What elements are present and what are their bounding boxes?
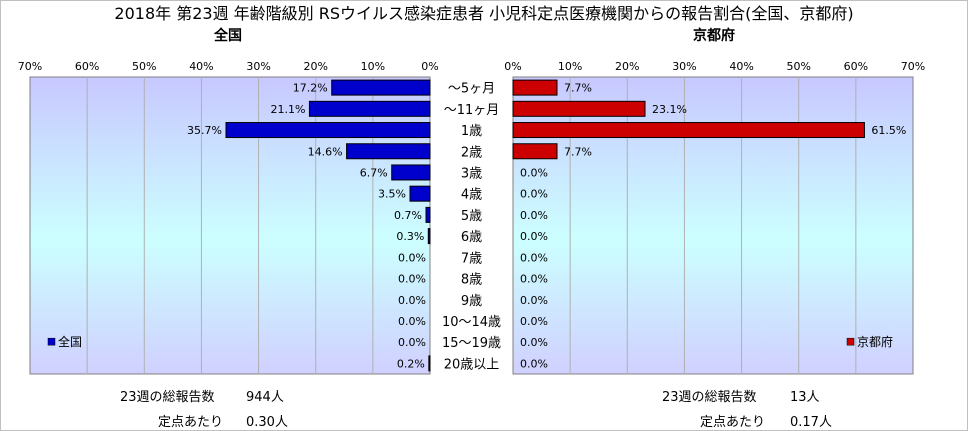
left-panel-title: 全国 [213, 27, 242, 44]
category-label: ～11ヶ月 [444, 103, 500, 118]
right-tick-label: 60% [844, 60, 868, 73]
left-tick-label: 50% [132, 60, 156, 73]
national-total-label: 23週の総報告数 [120, 390, 215, 405]
kyoto-per-label: 定点あたり [700, 415, 766, 430]
kyoto-total-value: 13人 [790, 390, 820, 405]
kyoto-value-label: 23.1% [652, 103, 687, 116]
national-bar [391, 164, 431, 181]
right-tick-label: 50% [786, 60, 810, 73]
category-label: 3歳 [461, 166, 482, 181]
national-value-label: 3.5% [378, 188, 406, 201]
category-label: 20歳以上 [444, 357, 500, 372]
left-tick-label: 30% [246, 60, 270, 73]
national-value-label: 0.3% [396, 230, 424, 243]
national-value-label: 0.0% [398, 273, 426, 286]
kyoto-bar [512, 79, 558, 96]
kyoto-bar [512, 122, 865, 139]
category-label: 9歳 [461, 294, 482, 309]
right-tick-label: 10% [558, 60, 582, 73]
national-value-label: 14.6% [308, 145, 343, 158]
left-plot-area: 17.2% 21.1% 35.7% 14.6% 6.7% 3.5% 0.7% 0.3% 0.0%… [29, 76, 431, 375]
left-tick-label: 60% [75, 60, 99, 73]
national-value-label: 0.0% [398, 315, 426, 328]
right-tick-label: 20% [615, 60, 639, 73]
category-labels: ～5ヶ月 ～11ヶ月 1歳 2歳 3歳 4歳 5歳 6歳 7歳 8歳 9歳 10～14歳 15～19歳 2… [442, 82, 501, 373]
category-label: 6歳 [461, 230, 482, 245]
national-bar [225, 122, 431, 139]
left-tick-label: 0% [421, 60, 438, 73]
kyoto-value-label: 0.0% [520, 357, 548, 370]
national-legend-label: 全国 [58, 334, 82, 349]
right-panel-title: 京都府 [693, 27, 735, 44]
right-tick-label: 70% [901, 60, 925, 73]
kyoto-value-label: 0.0% [520, 188, 548, 201]
national-value-label: 6.7% [360, 166, 388, 179]
national-per-label: 定点あたり [158, 415, 224, 430]
kyoto-value-label: 7.7% [564, 145, 592, 158]
kyoto-value-label: 0.0% [520, 166, 548, 179]
kyoto-value-label: 0.0% [520, 273, 548, 286]
left-x-axis: 0% 10% 20% 30% 40% 50% 60% 70% [18, 60, 439, 73]
kyoto-bar [512, 100, 646, 117]
left-tick-label: 70% [18, 60, 42, 73]
category-label: 7歳 [461, 251, 482, 266]
kyoto-value-label: 61.5% [871, 124, 906, 137]
kyoto-value-label: 0.0% [520, 251, 548, 264]
national-bar [409, 185, 431, 202]
category-label: 2歳 [461, 145, 482, 160]
national-bar [428, 355, 431, 372]
right-tick-label: 40% [729, 60, 753, 73]
kyoto-bar [512, 143, 558, 160]
category-label: 15～19歳 [442, 336, 501, 351]
kyoto-per-value: 0.17人 [790, 415, 832, 430]
left-tick-label: 10% [361, 60, 385, 73]
national-total-value: 944人 [246, 390, 284, 405]
category-label: 5歳 [461, 209, 482, 224]
category-label: ～5ヶ月 [448, 82, 495, 97]
category-label: 1歳 [461, 124, 482, 139]
right-tick-label: 30% [672, 60, 696, 73]
kyoto-value-label: 0.0% [520, 336, 548, 349]
kyoto-total-label: 23週の総報告数 [662, 390, 757, 405]
national-bar [346, 143, 431, 160]
category-label: 8歳 [461, 273, 482, 288]
left-plot-background [29, 76, 431, 375]
right-tick-label: 0% [504, 60, 521, 73]
national-value-label: 0.2% [397, 357, 425, 370]
national-bar [425, 206, 431, 223]
category-label: 4歳 [461, 188, 482, 203]
kyoto-value-label: 0.0% [520, 294, 548, 307]
kyoto-value-label: 0.0% [520, 230, 548, 243]
kyoto-value-label: 0.0% [520, 209, 548, 222]
chart-title: 2018年 第23週 年齢階級別 RSウイルス感染症患者 小児科定点医療機関から… [114, 4, 853, 23]
right-x-axis: 0% 10% 20% 30% 40% 50% 60% 70% [504, 60, 925, 73]
national-value-label: 0.0% [398, 336, 426, 349]
national-value-label: 17.2% [293, 82, 328, 95]
national-bar [427, 228, 431, 245]
national-value-label: 0.7% [394, 209, 422, 222]
left-tick-label: 20% [303, 60, 327, 73]
category-label: 10～14歳 [442, 315, 501, 330]
national-bar [331, 79, 431, 96]
left-tick-label: 40% [189, 60, 213, 73]
national-per-value: 0.30人 [246, 415, 288, 430]
kyoto-legend-label: 京都府 [857, 334, 893, 349]
right-plot-background [512, 76, 914, 375]
kyoto-legend-swatch [846, 337, 855, 346]
kyoto-value-label: 7.7% [564, 82, 592, 95]
national-value-label: 21.1% [270, 103, 305, 116]
right-plot-area: 7.7% 23.1% 61.5% 7.7% 0.0% 0.0% 0.0% 0.0% 0.0% 0.… [512, 76, 914, 375]
national-value-label: 35.7% [187, 124, 222, 137]
national-value-label: 0.0% [398, 251, 426, 264]
national-bar [308, 100, 431, 117]
national-legend-swatch [47, 337, 56, 346]
kyoto-value-label: 0.0% [520, 315, 548, 328]
national-value-label: 0.0% [398, 294, 426, 307]
